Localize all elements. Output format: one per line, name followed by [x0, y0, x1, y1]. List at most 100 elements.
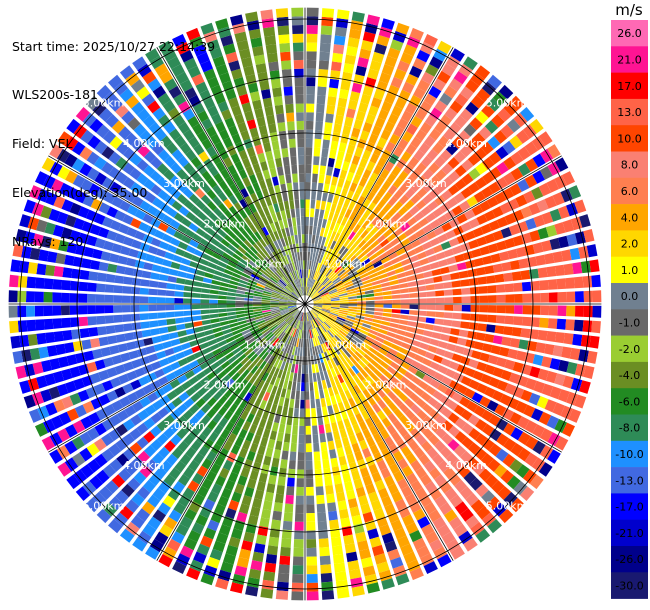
gate-cell: [227, 230, 237, 240]
gate-cell: [392, 262, 403, 270]
gate-cell: [332, 263, 340, 272]
gate-cell: [215, 18, 229, 30]
gate-cell: [249, 423, 258, 434]
gate-cell: [313, 298, 322, 302]
gate-cell: [322, 298, 331, 302]
gate-cell: [417, 79, 431, 92]
gate-cell: [488, 151, 502, 165]
gate-cell: [318, 273, 324, 282]
gate-cell: [402, 264, 413, 272]
gate-cell: [404, 421, 416, 433]
gate-cell: [386, 424, 397, 436]
gate-cell: [178, 391, 190, 402]
gate-cell: [111, 474, 126, 488]
gate-cell: [274, 413, 281, 424]
gate-cell: [310, 310, 318, 317]
gate-cell: [390, 519, 403, 532]
start-time-text: Start time: 2025/10/27 22:14:39: [12, 38, 216, 54]
gate-cell: [237, 366, 247, 375]
gate-cell: [307, 287, 312, 296]
gate-cell: [343, 179, 352, 190]
gate-cell: [174, 311, 184, 317]
gate-cell: [480, 223, 492, 235]
gate-cell: [318, 235, 323, 245]
gate-cell: [379, 374, 389, 384]
range-ring-label: 2.00km: [204, 379, 246, 392]
gate-cell: [288, 138, 296, 148]
gate-cell: [57, 428, 71, 442]
gate-cell: [245, 288, 255, 293]
gate-cell: [327, 317, 336, 323]
gate-cell: [368, 347, 378, 355]
gate-cell: [201, 347, 212, 355]
gate-cell: [116, 453, 130, 467]
gate-cell: [288, 307, 297, 311]
gate-cell: [368, 253, 378, 261]
gate-cell: [476, 88, 491, 103]
gate-cell: [222, 516, 234, 528]
gate-cell: [532, 170, 545, 184]
gate-cell: [481, 104, 495, 118]
gate-cell: [381, 101, 393, 113]
gate-cell: [73, 124, 88, 139]
gate-cell: [361, 410, 370, 421]
gate-cell: [476, 383, 488, 394]
gate-cell: [295, 243, 300, 253]
gate-cell: [351, 127, 361, 138]
gate-cell: [150, 217, 162, 228]
gate-cell: [333, 562, 346, 573]
gate-cell: [306, 51, 317, 61]
gate-cell: [373, 260, 383, 268]
gate-cell: [402, 386, 413, 397]
gate-cell: [354, 146, 364, 158]
gate-cell: [468, 322, 479, 331]
gate-cell: [306, 286, 309, 296]
gate-cell: [456, 213, 468, 224]
gate-cell: [177, 270, 187, 278]
gate-cell: [310, 279, 315, 288]
gate-cell: [222, 80, 234, 92]
gate-cell: [152, 197, 164, 209]
gate-cell: [240, 467, 251, 478]
gate-cell: [249, 353, 258, 362]
gate-cell: [316, 354, 321, 364]
gate-cell: [172, 481, 186, 494]
gate-cell: [163, 474, 176, 487]
gate-cell: [363, 282, 373, 288]
gate-cell: [379, 277, 390, 284]
gate-cell: [43, 305, 53, 317]
gate-cell: [270, 519, 281, 530]
gate-cell: [306, 539, 317, 549]
gate-cell: [437, 365, 448, 375]
gate-cell: [192, 493, 205, 506]
gate-cell: [197, 386, 208, 397]
gate-cell: [36, 263, 47, 276]
gate-cell: [389, 375, 400, 386]
gate-cell: [487, 354, 499, 365]
gate-cell: [260, 464, 270, 475]
gate-cell: [341, 326, 351, 333]
gate-cell: [311, 190, 317, 200]
gate-cell: [175, 523, 189, 537]
gate-cell: [105, 480, 119, 494]
gate-cell: [525, 378, 537, 391]
gate-cell: [252, 182, 261, 193]
gate-cell: [298, 260, 302, 270]
gate-cell: [515, 350, 527, 362]
gate-cell: [565, 319, 575, 331]
gate-cell: [478, 286, 488, 294]
gate-cell: [163, 169, 175, 181]
gate-cell: [365, 520, 377, 531]
gate-cell: [369, 536, 382, 548]
gate-cell: [292, 310, 300, 317]
gate-cell: [362, 323, 372, 329]
gate-cell: [444, 304, 454, 311]
gate-cell: [140, 321, 150, 329]
gate-cell: [501, 336, 512, 347]
gate-cell: [310, 261, 314, 270]
gate-cell: [391, 491, 403, 503]
gate-cell: [338, 455, 347, 466]
gate-cell: [319, 288, 327, 295]
gate-cell: [325, 257, 331, 267]
gate-cell: [148, 473, 162, 486]
